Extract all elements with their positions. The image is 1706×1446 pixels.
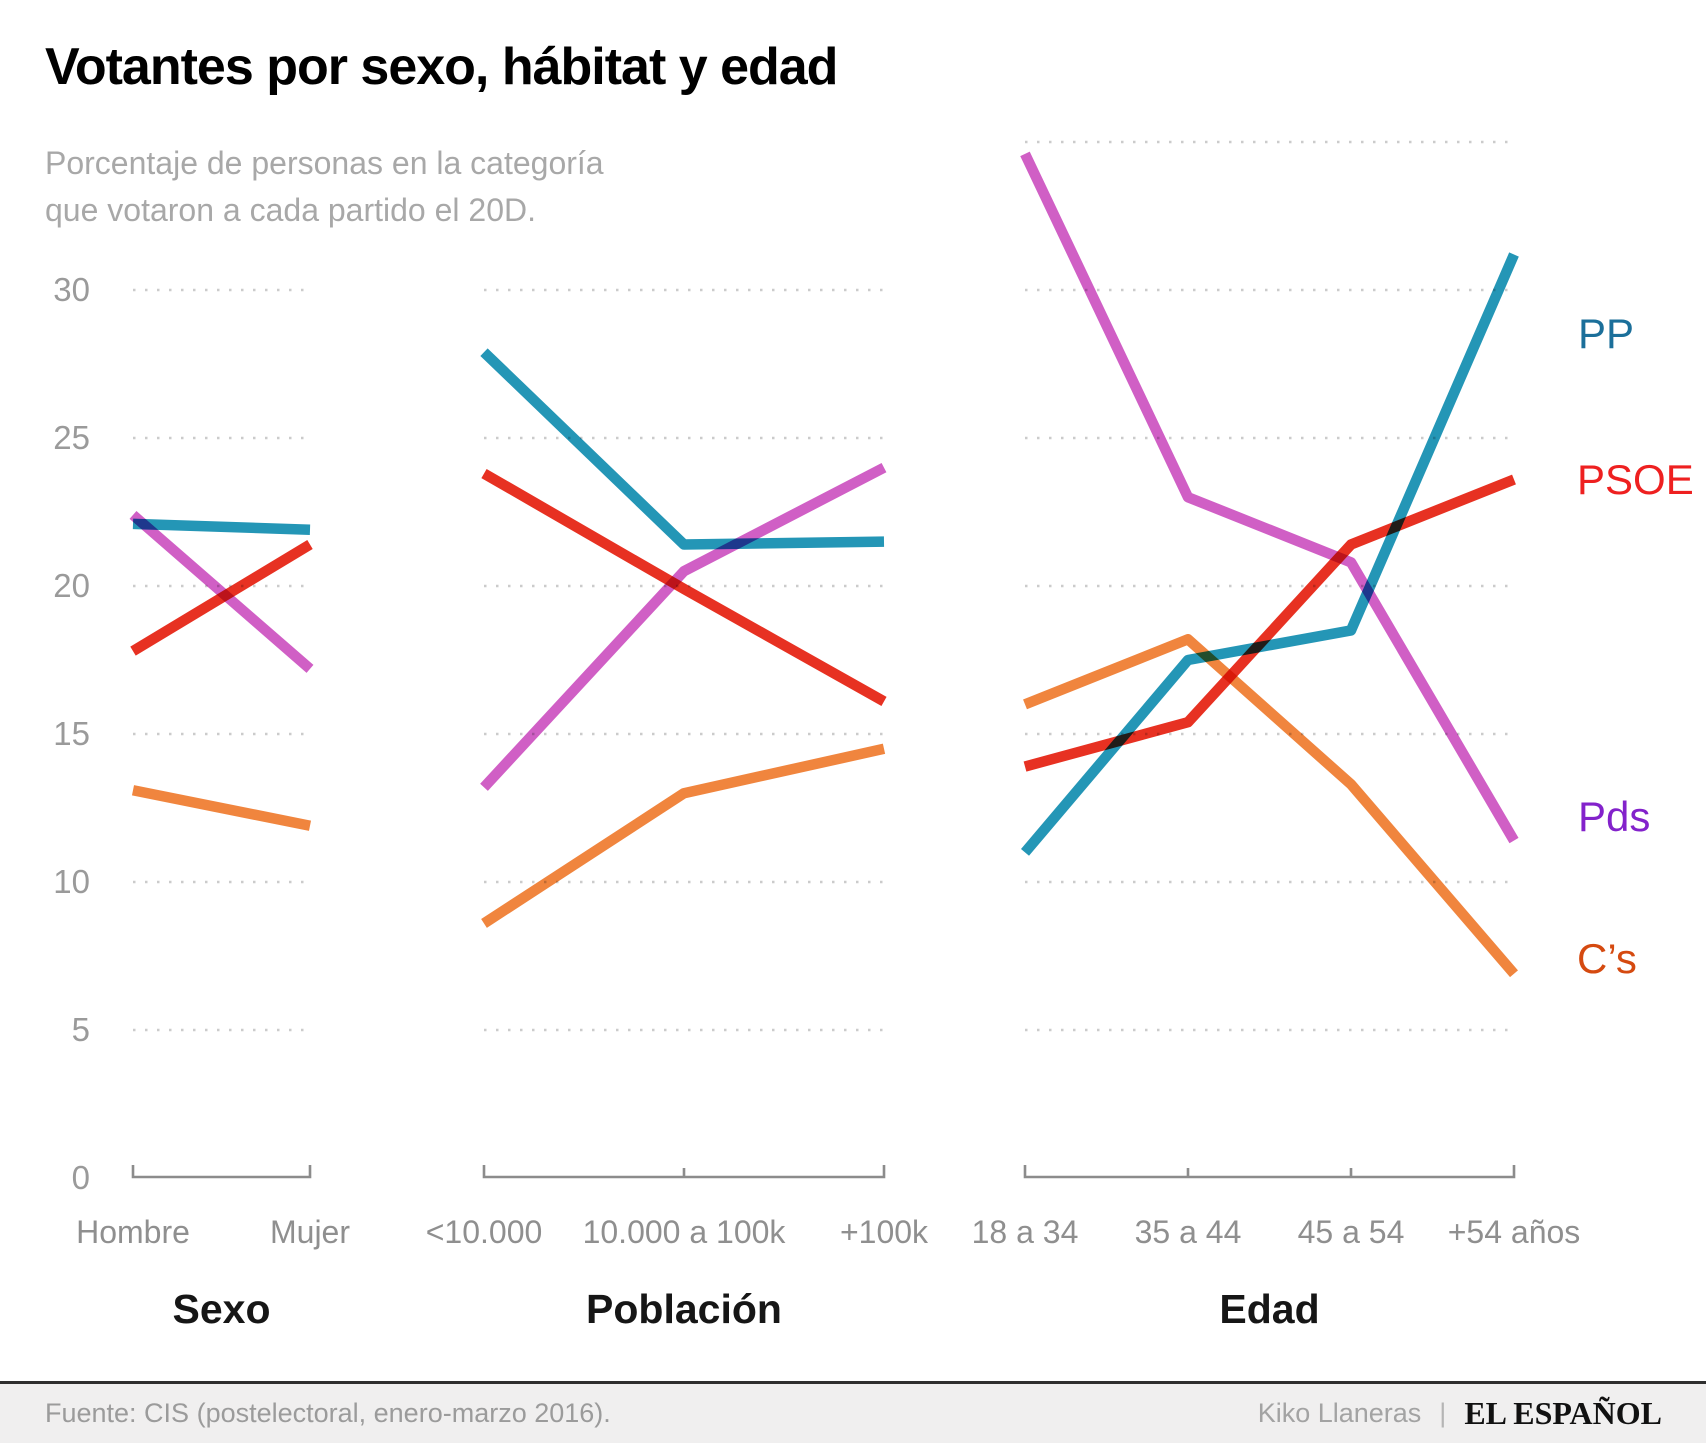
series-line-C’s xyxy=(131,785,312,831)
category-label: Mujer xyxy=(270,1214,350,1250)
y-axis-label-10: 10 xyxy=(53,863,90,900)
credit-divider: | xyxy=(1439,1398,1447,1428)
panel-title-población: Población xyxy=(586,1286,782,1332)
series-line-Pds xyxy=(480,462,887,791)
x-axis-bracket-edad xyxy=(1023,1165,1516,1179)
category-label: 18 a 34 xyxy=(972,1214,1079,1250)
series-line-Pds xyxy=(129,510,314,673)
y-axis-label-5: 5 xyxy=(72,1011,90,1048)
x-axis-bracket-sexo xyxy=(131,1165,312,1179)
author-credit: Kiko Llaneras xyxy=(1257,1398,1422,1428)
chart-subtitle-line1: Porcentaje de personas en la categoría xyxy=(45,145,604,181)
series-line-PP xyxy=(132,518,311,536)
page-title: Votantes por sexo, hábitat y edad xyxy=(45,38,838,96)
y-axis-label-15: 15 xyxy=(53,715,90,752)
series-line-PP xyxy=(1020,252,1519,856)
category-label: 35 a 44 xyxy=(1135,1214,1242,1250)
legend-label-PP: PP xyxy=(1578,310,1634,357)
y-axis-label-25: 25 xyxy=(53,419,90,456)
source-note: Fuente: CIS (postelectoral, enero-marzo … xyxy=(45,1398,611,1428)
category-label: <10.000 xyxy=(426,1214,543,1250)
footer-bar: Fuente: CIS (postelectoral, enero-marzo … xyxy=(0,1381,1706,1443)
x-axis-bracket-población xyxy=(482,1165,886,1179)
panel-title-edad: Edad xyxy=(1219,1286,1319,1332)
panel-title-sexo: Sexo xyxy=(173,1286,271,1332)
brand-logo: EL ESPAÑOL xyxy=(1464,1395,1662,1431)
category-label: 10.000 a 100k xyxy=(583,1214,787,1250)
category-label: 45 a 54 xyxy=(1298,1214,1405,1250)
series-line-C’s xyxy=(481,743,886,928)
legend-label-C’s: C’s xyxy=(1577,935,1637,982)
legend-label-Pds: Pds xyxy=(1578,793,1650,840)
category-label: +54 años xyxy=(1448,1214,1581,1250)
chart-subtitle-line2: que votaron a cada partido el 20D. xyxy=(45,192,536,228)
series-line-Pds xyxy=(1020,151,1519,844)
series-line-PSOE xyxy=(1023,474,1516,772)
series-line-C’s xyxy=(1023,634,1518,978)
category-label: +100k xyxy=(840,1214,929,1250)
legend-label-PSOE: PSOE xyxy=(1577,456,1694,503)
y-axis-label-30: 30 xyxy=(53,271,90,308)
y-axis-label-20: 20 xyxy=(53,567,90,604)
footer-credits: Kiko Llaneras | EL ESPAÑOL xyxy=(1258,1395,1662,1432)
category-label: Hombre xyxy=(76,1214,190,1250)
series-line-PP xyxy=(480,348,885,550)
series-line-PSOE xyxy=(481,468,887,707)
y-axis-label-0: 0 xyxy=(72,1159,90,1196)
